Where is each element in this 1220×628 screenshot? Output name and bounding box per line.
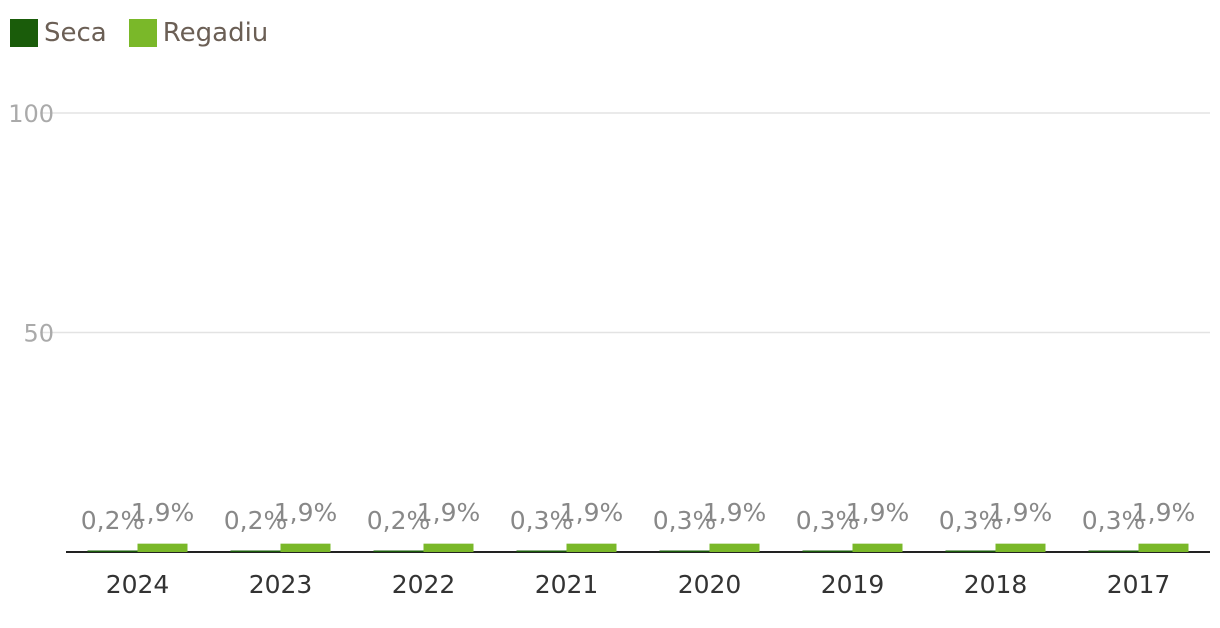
data-label-seca-2022: 0,2% xyxy=(367,506,431,535)
legend-label-regadiu: Regadiu xyxy=(162,18,269,48)
data-label-regadiu-2023: 1,9% xyxy=(274,498,338,527)
bar-regadiu-2018 xyxy=(995,543,1046,552)
y-tick-label-50: 50 xyxy=(23,320,54,348)
legend-swatch-regadiu xyxy=(128,19,157,47)
bar-regadiu-2021 xyxy=(566,543,617,552)
bar-seca-2017 xyxy=(1088,550,1139,552)
legend-item-seca[interactable]: Seca xyxy=(10,18,107,48)
x-tick-label-2021: 2021 xyxy=(535,570,599,599)
bar-seca-2020 xyxy=(659,550,710,552)
bar-seca-2024 xyxy=(87,550,138,552)
x-tick-label-2022: 2022 xyxy=(392,570,456,599)
bar-seca-2023 xyxy=(230,550,281,552)
data-label-seca-2019: 0,3% xyxy=(796,506,860,535)
data-label-seca-2021: 0,3% xyxy=(510,506,574,535)
legend-label-seca: Seca xyxy=(44,18,107,48)
x-tick-label-2024: 2024 xyxy=(106,570,170,599)
bar-seca-2018 xyxy=(945,550,996,552)
y-tick-label-100: 100 xyxy=(8,100,54,128)
data-label-seca-2020: 0,3% xyxy=(653,506,717,535)
x-tick-label-2023: 2023 xyxy=(249,570,313,599)
data-label-regadiu-2024: 1,9% xyxy=(131,498,195,527)
bar-seca-2022 xyxy=(373,550,424,552)
data-label-seca-2018: 0,3% xyxy=(939,506,1003,535)
bar-seca-2019 xyxy=(802,550,853,552)
data-label-regadiu-2020: 1,9% xyxy=(703,498,767,527)
data-label-seca-2023: 0,2% xyxy=(224,506,288,535)
bar-seca-2021 xyxy=(516,550,567,552)
x-tick-label-2020: 2020 xyxy=(678,570,742,599)
legend-swatch-seca xyxy=(10,19,38,47)
bar-regadiu-2024 xyxy=(137,543,188,552)
data-label-regadiu-2019: 1,9% xyxy=(846,498,910,527)
data-label-seca-2024: 0,2% xyxy=(81,506,145,535)
x-tick-label-2017: 2017 xyxy=(1107,570,1171,599)
data-label-regadiu-2022: 1,9% xyxy=(417,498,481,527)
bar-regadiu-2020 xyxy=(709,543,760,552)
data-label-regadiu-2018: 1,9% xyxy=(989,498,1053,527)
x-tick-label-2018: 2018 xyxy=(964,570,1028,599)
bar-regadiu-2017 xyxy=(1138,543,1189,552)
legend: Seca Regadiu xyxy=(10,18,268,48)
data-label-regadiu-2017: 1,9% xyxy=(1132,498,1196,527)
data-label-regadiu-2021: 1,9% xyxy=(560,498,624,527)
bar-regadiu-2022 xyxy=(423,543,474,552)
bar-regadiu-2023 xyxy=(280,543,331,552)
legend-item-regadiu[interactable]: Regadiu xyxy=(128,18,269,48)
x-tick-label-2019: 2019 xyxy=(821,570,885,599)
bar-regadiu-2019 xyxy=(852,543,903,552)
data-label-seca-2017: 0,3% xyxy=(1082,506,1146,535)
